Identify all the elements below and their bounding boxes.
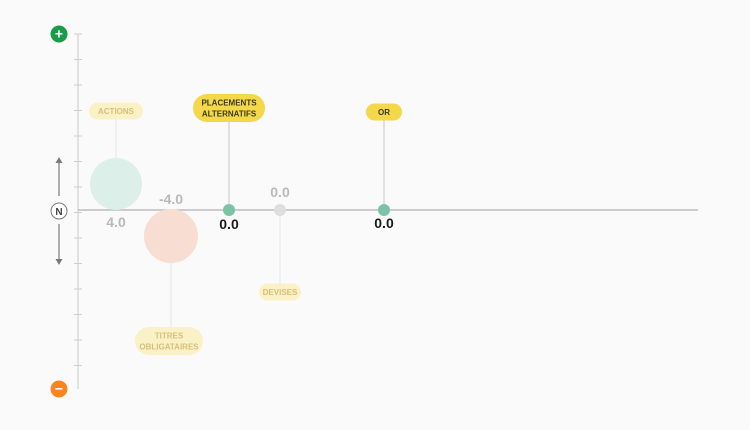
category-tag[interactable] [366,103,402,121]
value-label: -4.0 [159,191,183,207]
category-tag[interactable] [193,94,265,122]
neutral-marker: N [50,202,68,220]
category-tag[interactable] [135,327,203,355]
category-tag[interactable] [89,102,143,120]
series-titres-obligataires[interactable]: TITRES OBLIGATAIRES -4.0 [135,191,203,355]
data-bubble[interactable] [90,158,142,210]
series-or[interactable]: OR 0.0 [366,103,402,232]
series-devises[interactable]: DEVISES 0.0 [259,184,301,301]
plus-icon[interactable]: + [50,25,68,43]
minus-symbol: − [55,381,63,397]
category-label: TITRES OBLIGATAIRES [139,332,199,352]
category-label: OR [378,108,390,117]
arrow-down-icon [55,224,63,265]
series-actions[interactable]: ACTIONS 4.0 [89,102,143,231]
scale-ticks [74,33,82,366]
value-label: 0.0 [374,215,394,231]
value-label: 0.0 [219,216,239,232]
data-bubble[interactable] [223,204,235,216]
plus-symbol: + [55,26,63,42]
neutral-label: N [55,207,62,218]
value-label: 4.0 [106,214,126,230]
category-label: DEVISES [263,288,298,297]
category-label: ACTIONS [98,107,135,116]
category-tag[interactable] [259,283,301,301]
arrow-up-icon [55,157,63,196]
data-bubble[interactable] [378,204,390,216]
data-bubble[interactable] [144,209,198,263]
category-label: PLACEMENTS ALTERNATIFS [201,99,257,119]
value-label: 0.0 [270,184,290,200]
asset-series: ACTIONS 4.0 TITRES OBLIGATAIRES -4.0 PLACEMEN… [89,94,402,355]
minus-icon[interactable]: − [50,380,68,398]
series-placements-alternatifs[interactable]: PLACEMENTS ALTERNATIFS 0.0 [193,94,265,232]
data-bubble[interactable] [274,204,286,216]
